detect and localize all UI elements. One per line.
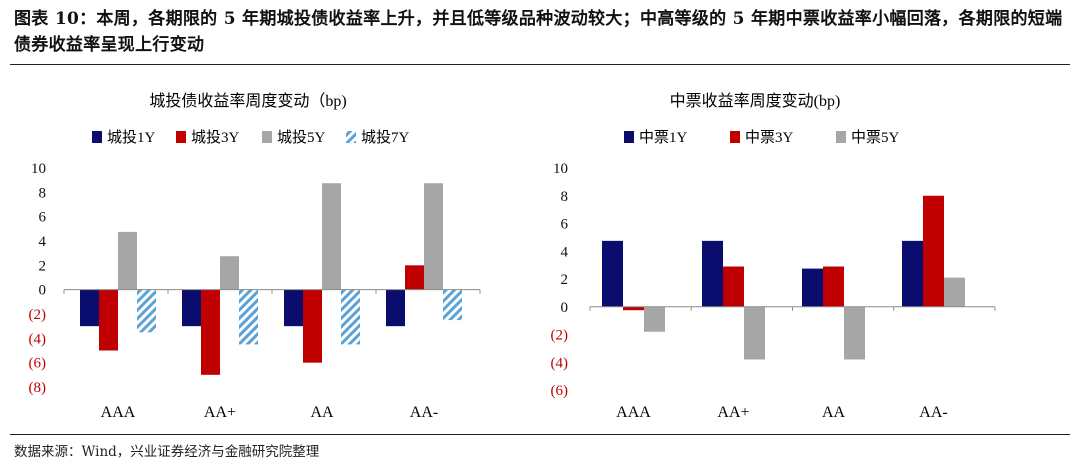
bar	[80, 289, 99, 327]
chart-title: 城投债收益率周度变动（bp)	[149, 92, 346, 110]
legend-swatch	[346, 131, 356, 143]
y-tick-label: (6)	[551, 383, 569, 399]
x-category-label: AA+	[204, 404, 236, 421]
bar	[644, 306, 665, 332]
chart-title: 中票收益率周度变动(bp)	[670, 92, 841, 110]
top-rule	[10, 64, 1070, 65]
legend-label: 中票1Y	[639, 129, 688, 146]
x-category-label: AA+	[717, 404, 749, 421]
x-category-label: AA	[822, 404, 846, 421]
y-tick-label: 8	[39, 185, 47, 201]
bar	[99, 289, 118, 351]
legend-swatch	[836, 131, 846, 143]
y-tick-label: 6	[561, 217, 569, 233]
y-tick-label: (2)	[29, 307, 47, 323]
legend-swatch	[262, 131, 272, 143]
bar	[303, 289, 322, 363]
y-tick-label: 4	[561, 244, 569, 260]
figure-heading: 图表 10：本周，各期限的 5 年期城投债收益率上升，并且低等级品种波动较大；中…	[14, 9, 1063, 55]
source-note: 数据来源：Wind，兴业证券经济与金融研究院整理	[14, 444, 320, 460]
y-tick-label: 2	[561, 272, 569, 288]
bar	[239, 289, 258, 345]
bar	[623, 306, 644, 311]
y-tick-label: 2	[39, 258, 47, 274]
bottom-rule	[10, 434, 1070, 435]
legend-swatch	[176, 131, 186, 143]
bar	[723, 266, 744, 307]
bar	[923, 195, 944, 307]
bar	[137, 289, 156, 333]
legend-swatch	[624, 131, 634, 143]
zhongpiao-chart: 中票收益率周度变动(bp) 中票1Y 中票3Y 中票5Y 10 8 6 4 2 0 (2) (4) (6…	[551, 92, 996, 421]
x-category-label: AAA	[616, 404, 651, 421]
y-tick-label: 6	[39, 210, 47, 226]
bar	[802, 268, 823, 307]
bar	[844, 306, 865, 360]
bar	[405, 265, 424, 290]
bar	[220, 256, 239, 290]
bar	[744, 306, 765, 360]
bar	[284, 289, 303, 327]
y-tick-label: (8)	[29, 380, 47, 396]
y-tick-label: 4	[39, 234, 47, 250]
y-tick-label: (6)	[29, 356, 47, 372]
bar	[443, 289, 462, 321]
y-tick-label: (4)	[551, 355, 569, 371]
legend-swatch	[730, 131, 740, 143]
x-category-label: AA-	[410, 404, 438, 421]
x-category-label: AAA	[101, 404, 136, 421]
bar	[602, 240, 623, 307]
bar	[322, 183, 341, 290]
y-tick-label: 0	[39, 283, 47, 299]
y-tick-label: 10	[31, 161, 46, 177]
legend-label: 中票3Y	[745, 129, 794, 146]
y-tick-label: 8	[561, 189, 569, 205]
y-tick-label: 10	[553, 161, 568, 177]
legend-label: 城投1Y	[107, 129, 156, 146]
bar	[386, 289, 405, 327]
bar	[944, 277, 965, 307]
bar	[182, 289, 201, 327]
bar	[702, 240, 723, 307]
bar	[902, 240, 923, 307]
legend-swatch	[92, 131, 102, 143]
legend-label: 城投5Y	[277, 129, 326, 146]
y-tick-label: (2)	[551, 328, 569, 344]
bar	[823, 266, 844, 307]
bar	[118, 231, 137, 290]
y-tick-label: 0	[561, 300, 569, 316]
x-category-label: AA-	[919, 404, 947, 421]
x-category-label: AA	[310, 404, 334, 421]
bar	[201, 289, 220, 375]
chengtou-chart: 城投债收益率周度变动（bp) 城投1Y 城投3Y 城投5Y 城投7Y 10 8 6 4 2 0 (2)…	[29, 92, 481, 421]
legend-label: 城投3Y	[191, 129, 240, 146]
bar	[424, 183, 443, 290]
bar	[341, 289, 360, 345]
legend-label: 中票5Y	[851, 129, 900, 146]
legend-label: 城投7Y	[361, 129, 410, 146]
y-tick-label: (4)	[29, 331, 47, 347]
